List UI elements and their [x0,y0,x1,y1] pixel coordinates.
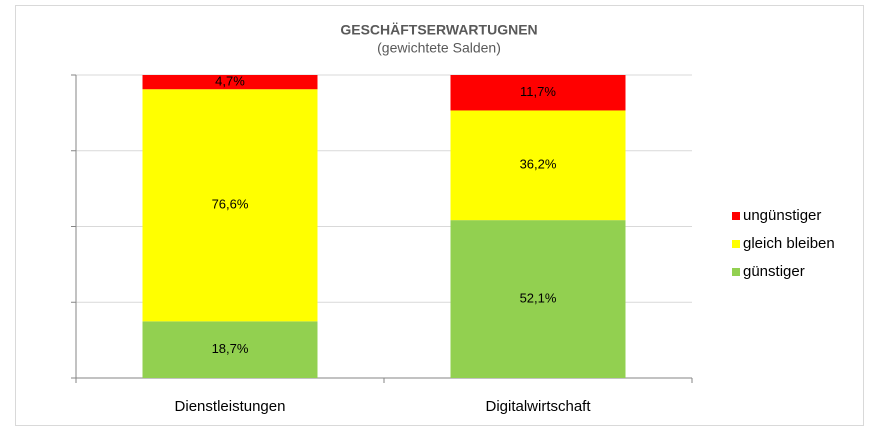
bar-segment [450,110,626,221]
chart-subtitle: (gewichtete Salden) [377,40,501,56]
bar-segment [450,220,626,378]
legend-swatch [732,240,740,248]
data-label: 11,7% [520,84,556,99]
legend-swatch [732,212,740,220]
x-tick-label: Dienstleistungen [175,398,286,415]
x-tick-label: Digitalwirtschaft [485,398,591,415]
legend-swatch [732,268,740,276]
data-label: 18,7% [212,341,249,356]
data-label: 76,6% [212,197,249,212]
bar-segment [142,89,318,322]
bar-segment [142,321,318,378]
bar-segment [450,75,626,111]
data-label: 52,1% [520,291,557,306]
legend-label: günstiger [743,263,805,280]
legend-label: gleich bleiben [743,235,835,252]
data-label: 4,7% [215,74,245,89]
data-label: 36,2% [520,157,557,172]
legend-label: ungünstiger [743,207,821,224]
bar-segment [142,75,318,90]
chart-title: GESCHÄFTSERWARTUGNEN [340,22,537,38]
